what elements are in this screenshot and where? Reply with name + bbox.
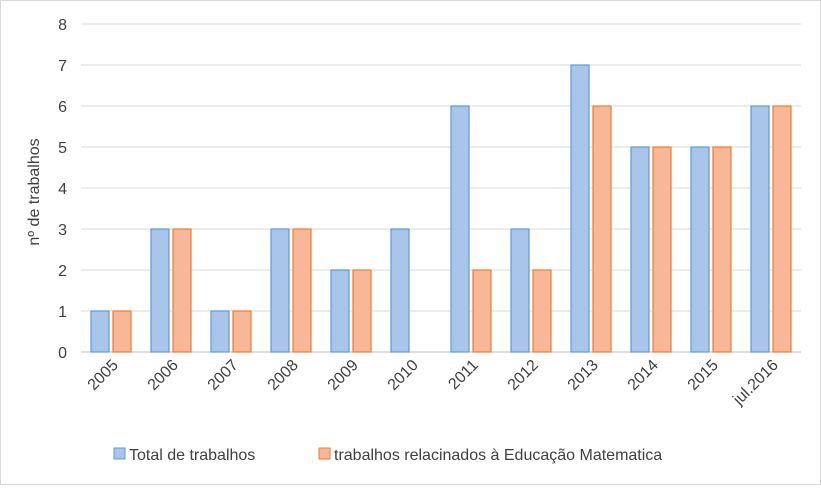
bar-total-2014	[630, 146, 650, 353]
bar-educacao-2015	[712, 146, 732, 353]
y-axis-ticks: 0 1 2 3 4 5 6 7 8	[58, 17, 67, 362]
x-tick-label: 2005	[85, 357, 122, 394]
x-tick-label: 2009	[325, 357, 362, 394]
x-tick-label: 2008	[265, 357, 302, 394]
bar-educacao-2012	[532, 269, 552, 353]
bar-total-2011	[450, 105, 470, 353]
y-tick-label: 7	[58, 58, 67, 75]
y-tick-label: 5	[58, 140, 67, 157]
bar-total-2009	[330, 269, 350, 353]
bar-total-2013	[570, 64, 590, 353]
legend: Total de trabalhos trabalhos relacinados …	[113, 447, 662, 464]
x-tick-label: 2006	[145, 357, 182, 394]
bar-total-2012	[510, 228, 530, 353]
bar-educacao-2008	[292, 228, 312, 353]
bars	[90, 64, 792, 353]
bar-educacao-2011	[472, 269, 492, 353]
x-tick-label: 2013	[565, 357, 602, 394]
gridlines	[81, 23, 801, 353]
bar-educacao-2014	[652, 146, 672, 353]
y-axis-title: nº de trabalhos	[26, 138, 43, 245]
bar-educacao-2013	[592, 105, 612, 353]
x-tick-label: 2007	[205, 357, 242, 394]
x-tick-label: 2011	[445, 357, 481, 393]
y-tick-label: 4	[58, 181, 67, 198]
bar-total-2007	[210, 310, 230, 353]
bar-educacao-2006	[172, 228, 192, 353]
bar-educacao-2007	[232, 310, 252, 353]
bar-educacao-jul.2016	[772, 105, 792, 353]
bar-total-2008	[270, 228, 290, 353]
y-tick-label: 0	[58, 345, 67, 362]
legend-total-swatch	[113, 447, 126, 460]
legend-educacao-swatch	[318, 447, 331, 460]
y-tick-label: 6	[58, 99, 67, 116]
x-tick-label: 2010	[385, 357, 422, 394]
legend-educacao-label: trabalhos relacinados à Educação Matemat…	[334, 447, 662, 464]
bar-educacao-2005	[112, 310, 132, 353]
x-tick-label: jul.2016	[729, 357, 781, 409]
x-tick-label: 2015	[685, 357, 722, 394]
bar-total-2015	[690, 146, 710, 353]
y-tick-label: 2	[58, 263, 67, 280]
x-axis-ticks: 2005 2006 2007 2008 2009 2010 2011 2012 2013 2014…	[85, 357, 782, 409]
legend-total-label: Total de trabalhos	[129, 447, 255, 464]
y-tick-label: 8	[58, 17, 67, 34]
y-tick-label: 1	[58, 304, 67, 321]
x-tick-label: 2012	[505, 357, 542, 394]
bar-total-jul.2016	[750, 105, 770, 353]
x-tick-label: 2014	[625, 357, 662, 394]
bar-total-2010	[390, 228, 410, 353]
bar-total-2005	[90, 310, 110, 353]
bar-educacao-2009	[352, 269, 372, 353]
y-tick-label: 3	[58, 222, 67, 239]
bar-total-2006	[150, 228, 170, 353]
